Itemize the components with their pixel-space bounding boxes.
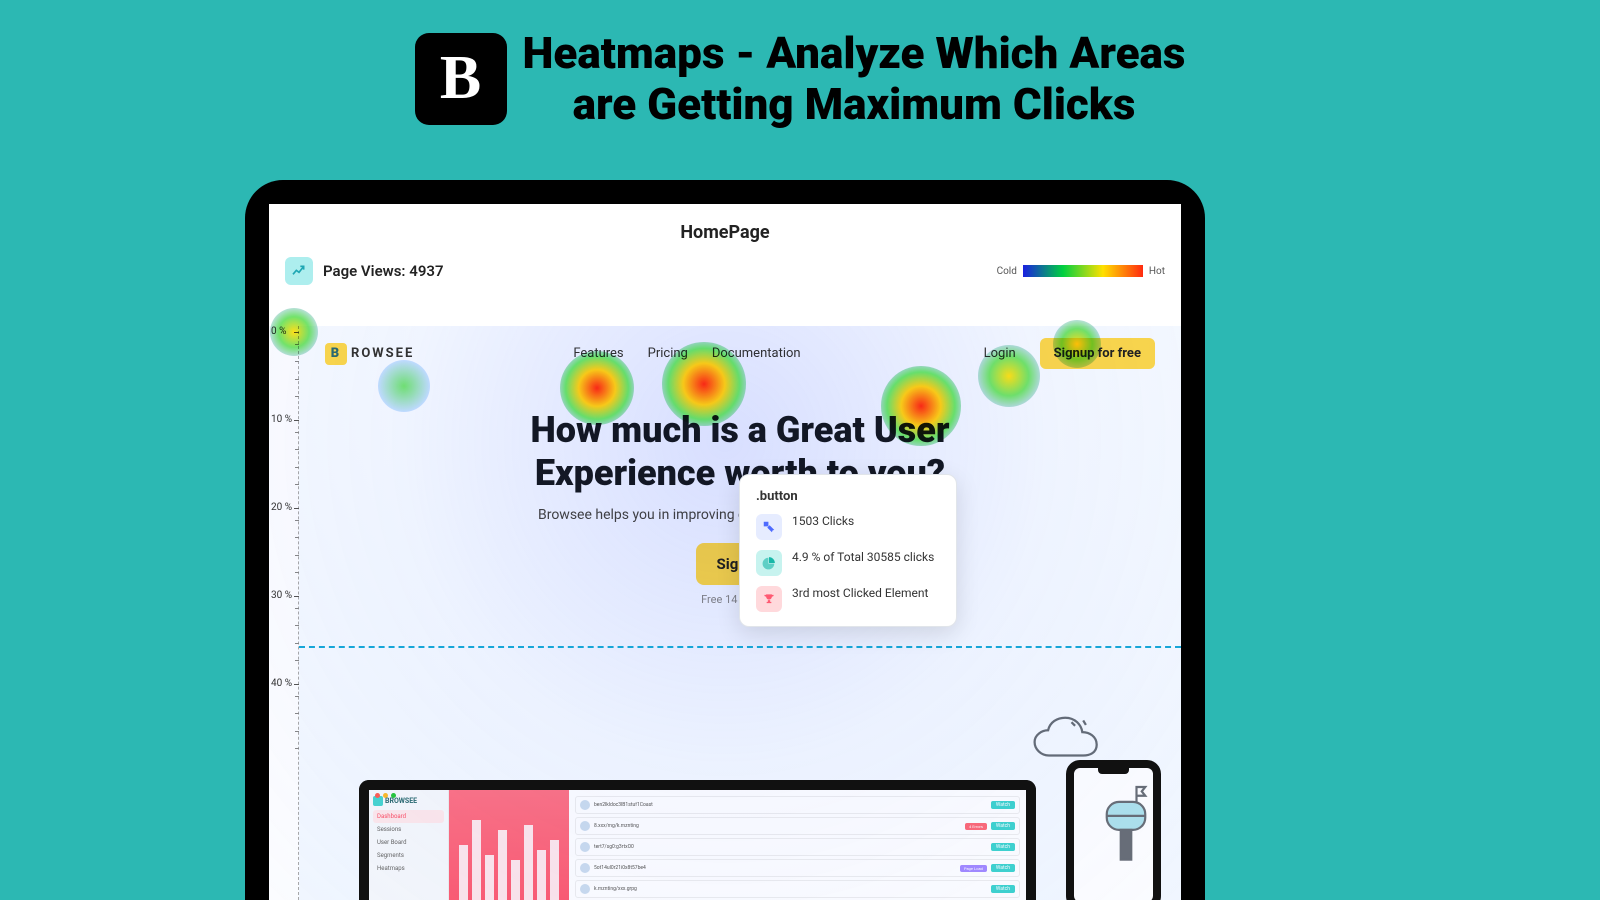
fold-line	[299, 646, 1181, 648]
nav-login[interactable]: Login	[984, 346, 1016, 361]
mini-list-row[interactable]: 5ot14ul0r21i0x8t57be4Page LoadWatch	[575, 859, 1020, 877]
brand-rest: ROWSEE	[351, 346, 414, 361]
mini-watch-button[interactable]: Watch	[991, 822, 1015, 830]
heatmap-page-title: HomePage	[269, 204, 1181, 253]
landing-brand[interactable]: B ROWSEE	[325, 343, 414, 365]
mini-sidebar: BROWSEE DashboardSessionsUser BoardSegme…	[369, 790, 449, 900]
mini-bar	[524, 825, 533, 900]
heatmap-tooltip: .button 1503 Clicks 4.9 % of Total 30585 …	[739, 474, 957, 627]
mini-watch-button[interactable]: Watch	[991, 843, 1015, 851]
page-views-block: Page Views: 4937	[285, 257, 444, 285]
mini-watch-button[interactable]: Watch	[991, 801, 1015, 809]
tooltip-selector: .button	[756, 489, 940, 504]
scale-cold-label: Cold	[997, 266, 1017, 277]
mini-sidebar-item[interactable]: User Board	[373, 836, 444, 849]
tooltip-row: 3rd most Clicked Element	[756, 586, 940, 612]
logo-box: B	[415, 33, 507, 125]
nav-link-documentation[interactable]: Documentation	[712, 346, 801, 361]
device-mock-row: BROWSEE DashboardSessionsUser BoardSegme…	[359, 750, 1161, 900]
landing-nav: B ROWSEE Features Pricing Documentation …	[299, 326, 1181, 381]
title-line2: are Getting Maximum Clicks	[523, 79, 1186, 130]
views-label: Page Views:	[323, 262, 406, 280]
mini-sidebar-item[interactable]: Dashboard	[373, 810, 444, 823]
logo-letter: B	[440, 43, 481, 114]
title-line1: Heatmaps - Analyze Which Areas	[523, 28, 1186, 79]
mini-bar	[511, 860, 520, 900]
ruler-tick: 0 %	[269, 326, 298, 337]
mini-brand: BROWSEE	[385, 797, 417, 805]
scale-hot-label: Hot	[1149, 266, 1165, 277]
mini-sidebar-item[interactable]: Segments	[373, 849, 444, 862]
mini-bar	[537, 850, 546, 900]
color-scale: Cold Hot	[997, 265, 1165, 277]
nav-link-pricing[interactable]: Pricing	[648, 346, 688, 361]
mini-bar	[472, 820, 481, 900]
mini-sessions-list: ben2lkldoc3lB1stuf1CoastWatch 8.xxx/mg/k.…	[569, 790, 1026, 900]
mini-bar	[485, 855, 494, 900]
tooltip-row-text: 1503 Clicks	[792, 514, 854, 528]
stats-row: Page Views: 4937 Cold Hot	[269, 253, 1181, 293]
scale-gradient-bar	[1023, 265, 1143, 277]
mini-list-row[interactable]: 8.xxx/mg/k.mznting4 ErrorsWatch	[575, 817, 1020, 835]
mini-laptop: BROWSEE DashboardSessionsUser BoardSegme…	[359, 780, 1036, 900]
ruler-tick: 40 %	[269, 678, 298, 689]
mini-bar	[459, 845, 468, 900]
tooltip-row-icon	[756, 586, 782, 612]
views-value: 4937	[409, 262, 443, 280]
mini-list-row[interactable]: ben2lkldoc3lB1stuf1CoastWatch	[575, 796, 1020, 814]
scroll-ruler: 0 % 10 % 20 % 30 % 40 %	[269, 326, 299, 900]
ruler-tick: 30 %	[269, 590, 298, 601]
cloud-doodle-icon	[1031, 715, 1121, 765]
tooltip-row: 1503 Clicks	[756, 514, 940, 540]
ruler-tick: 20 %	[269, 502, 298, 513]
brand-b-icon: B	[325, 343, 347, 365]
mailbox-doodle-icon	[1091, 780, 1161, 870]
heatmap-viewport[interactable]: 0 % 10 % 20 % 30 % 40 % B ROWSEE Features Pr…	[269, 326, 1181, 900]
mini-list-row[interactable]: tert7/sg0:g3rtxO0Watch	[575, 838, 1020, 856]
tooltip-row: 4.9 % of Total 30585 clicks	[756, 550, 940, 576]
tooltip-row-text: 3rd most Clicked Element	[792, 586, 928, 600]
mini-list-row[interactable]: k.mznting/xxx.grpgWatch	[575, 880, 1020, 898]
monitor-frame: HomePage Page Views: 4937 Cold Hot 0 % 10…	[245, 180, 1205, 900]
nav-link-features[interactable]: Features	[573, 346, 623, 361]
chart-icon	[285, 257, 313, 285]
hero-line1: How much is a Great User	[339, 409, 1141, 452]
mini-sidebar-item[interactable]: Heatmaps	[373, 862, 444, 875]
mini-watch-button[interactable]: Watch	[991, 864, 1015, 872]
tooltip-row-icon	[756, 514, 782, 540]
mini-watch-button[interactable]: Watch	[991, 885, 1015, 893]
mini-bar	[550, 840, 559, 900]
mini-sidebar-item[interactable]: Sessions	[373, 823, 444, 836]
tooltip-row-text: 4.9 % of Total 30585 clicks	[792, 550, 934, 564]
page-views-text: Page Views: 4937	[323, 262, 444, 280]
screen: HomePage Page Views: 4937 Cold Hot 0 % 10…	[269, 204, 1181, 900]
tooltip-row-icon	[756, 550, 782, 576]
signup-free-button[interactable]: Signup for free	[1040, 338, 1155, 369]
mini-bar	[498, 830, 507, 900]
mini-bar-chart	[449, 790, 569, 900]
page-title-text: Heatmaps - Analyze Which Areas are Getti…	[523, 28, 1186, 129]
page-header: B Heatmaps - Analyze Which Areas are Get…	[0, 28, 1600, 129]
ruler-tick: 10 %	[269, 414, 298, 425]
